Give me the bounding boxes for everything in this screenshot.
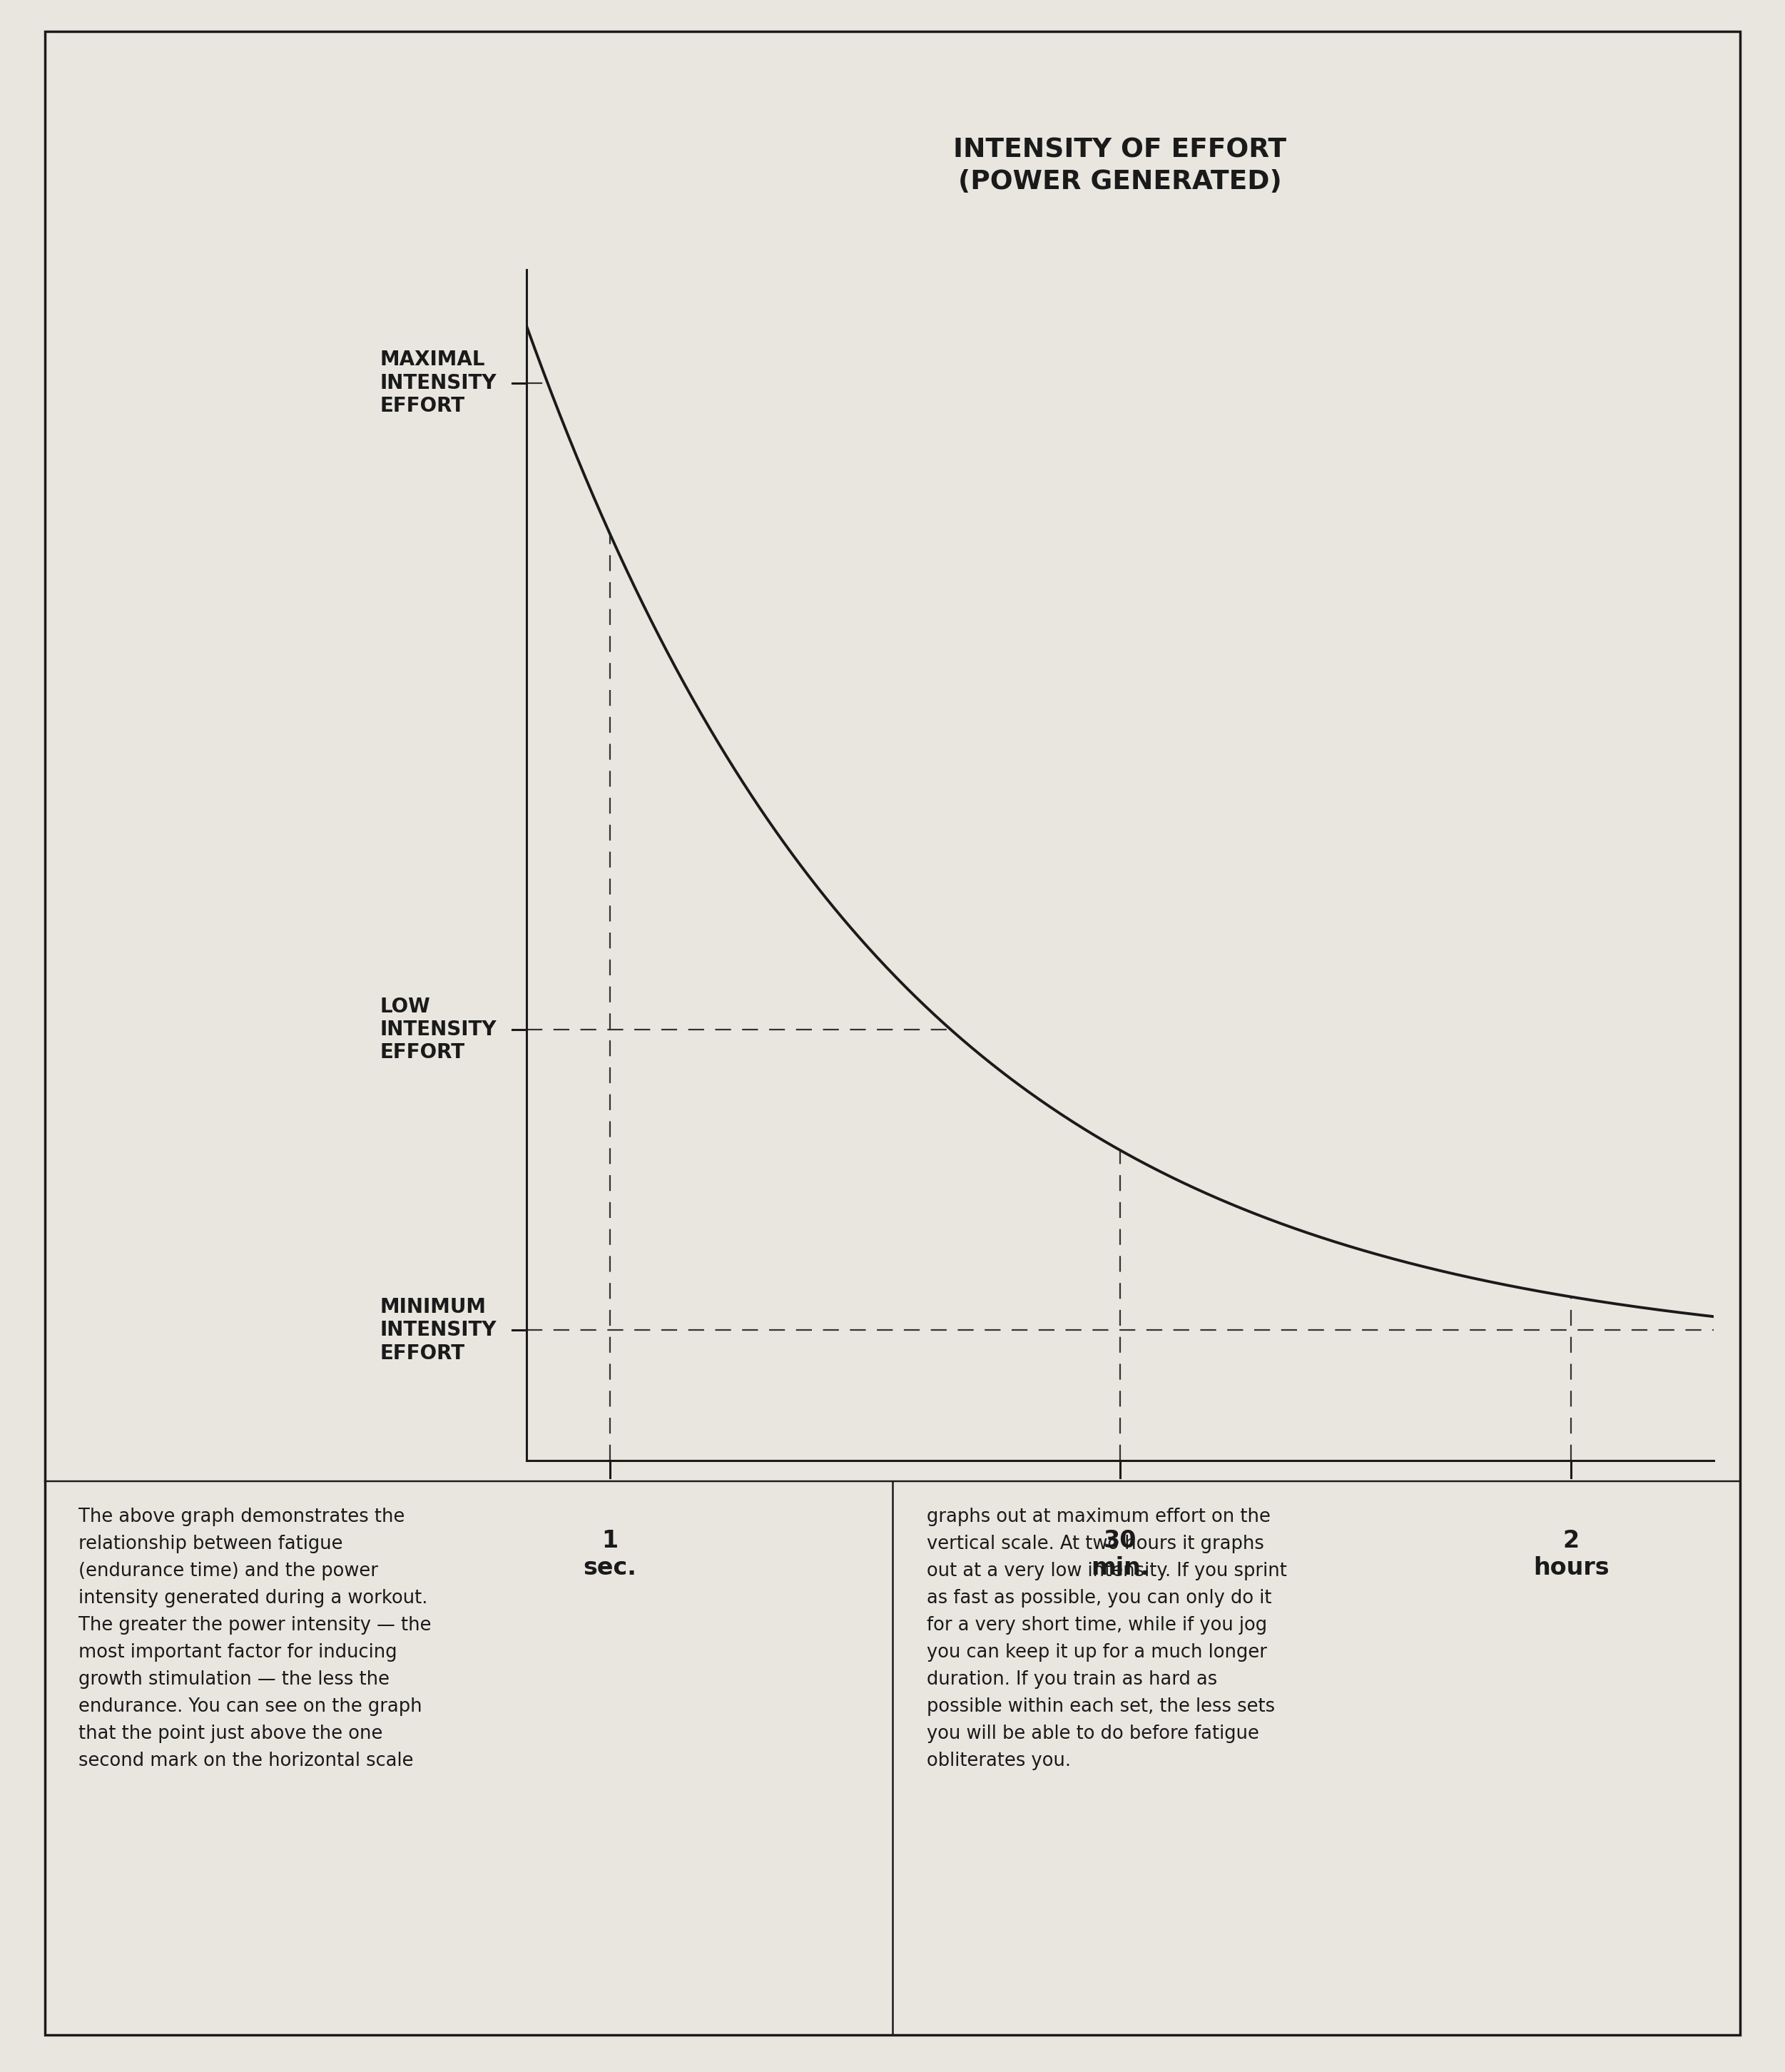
- Text: MAXIMAL
INTENSITY
EFFORT: MAXIMAL INTENSITY EFFORT: [380, 350, 496, 416]
- Text: 1
sec.: 1 sec.: [584, 1529, 637, 1579]
- Text: 2
hours: 2 hours: [1533, 1529, 1610, 1579]
- Text: LOW
INTENSITY
EFFORT: LOW INTENSITY EFFORT: [380, 997, 496, 1063]
- Text: graphs out at maximum effort on the
vertical scale. At two hours it graphs
out a: graphs out at maximum effort on the vert…: [926, 1508, 1287, 1769]
- Text: INTENSITY OF EFFORT
(POWER GENERATED): INTENSITY OF EFFORT (POWER GENERATED): [953, 137, 1287, 195]
- Text: MINIMUM
INTENSITY
EFFORT: MINIMUM INTENSITY EFFORT: [380, 1297, 496, 1363]
- Text: 30
min.: 30 min.: [1091, 1529, 1150, 1579]
- Text: The above graph demonstrates the
relationship between fatigue
(endurance time) a: The above graph demonstrates the relatio…: [79, 1508, 432, 1769]
